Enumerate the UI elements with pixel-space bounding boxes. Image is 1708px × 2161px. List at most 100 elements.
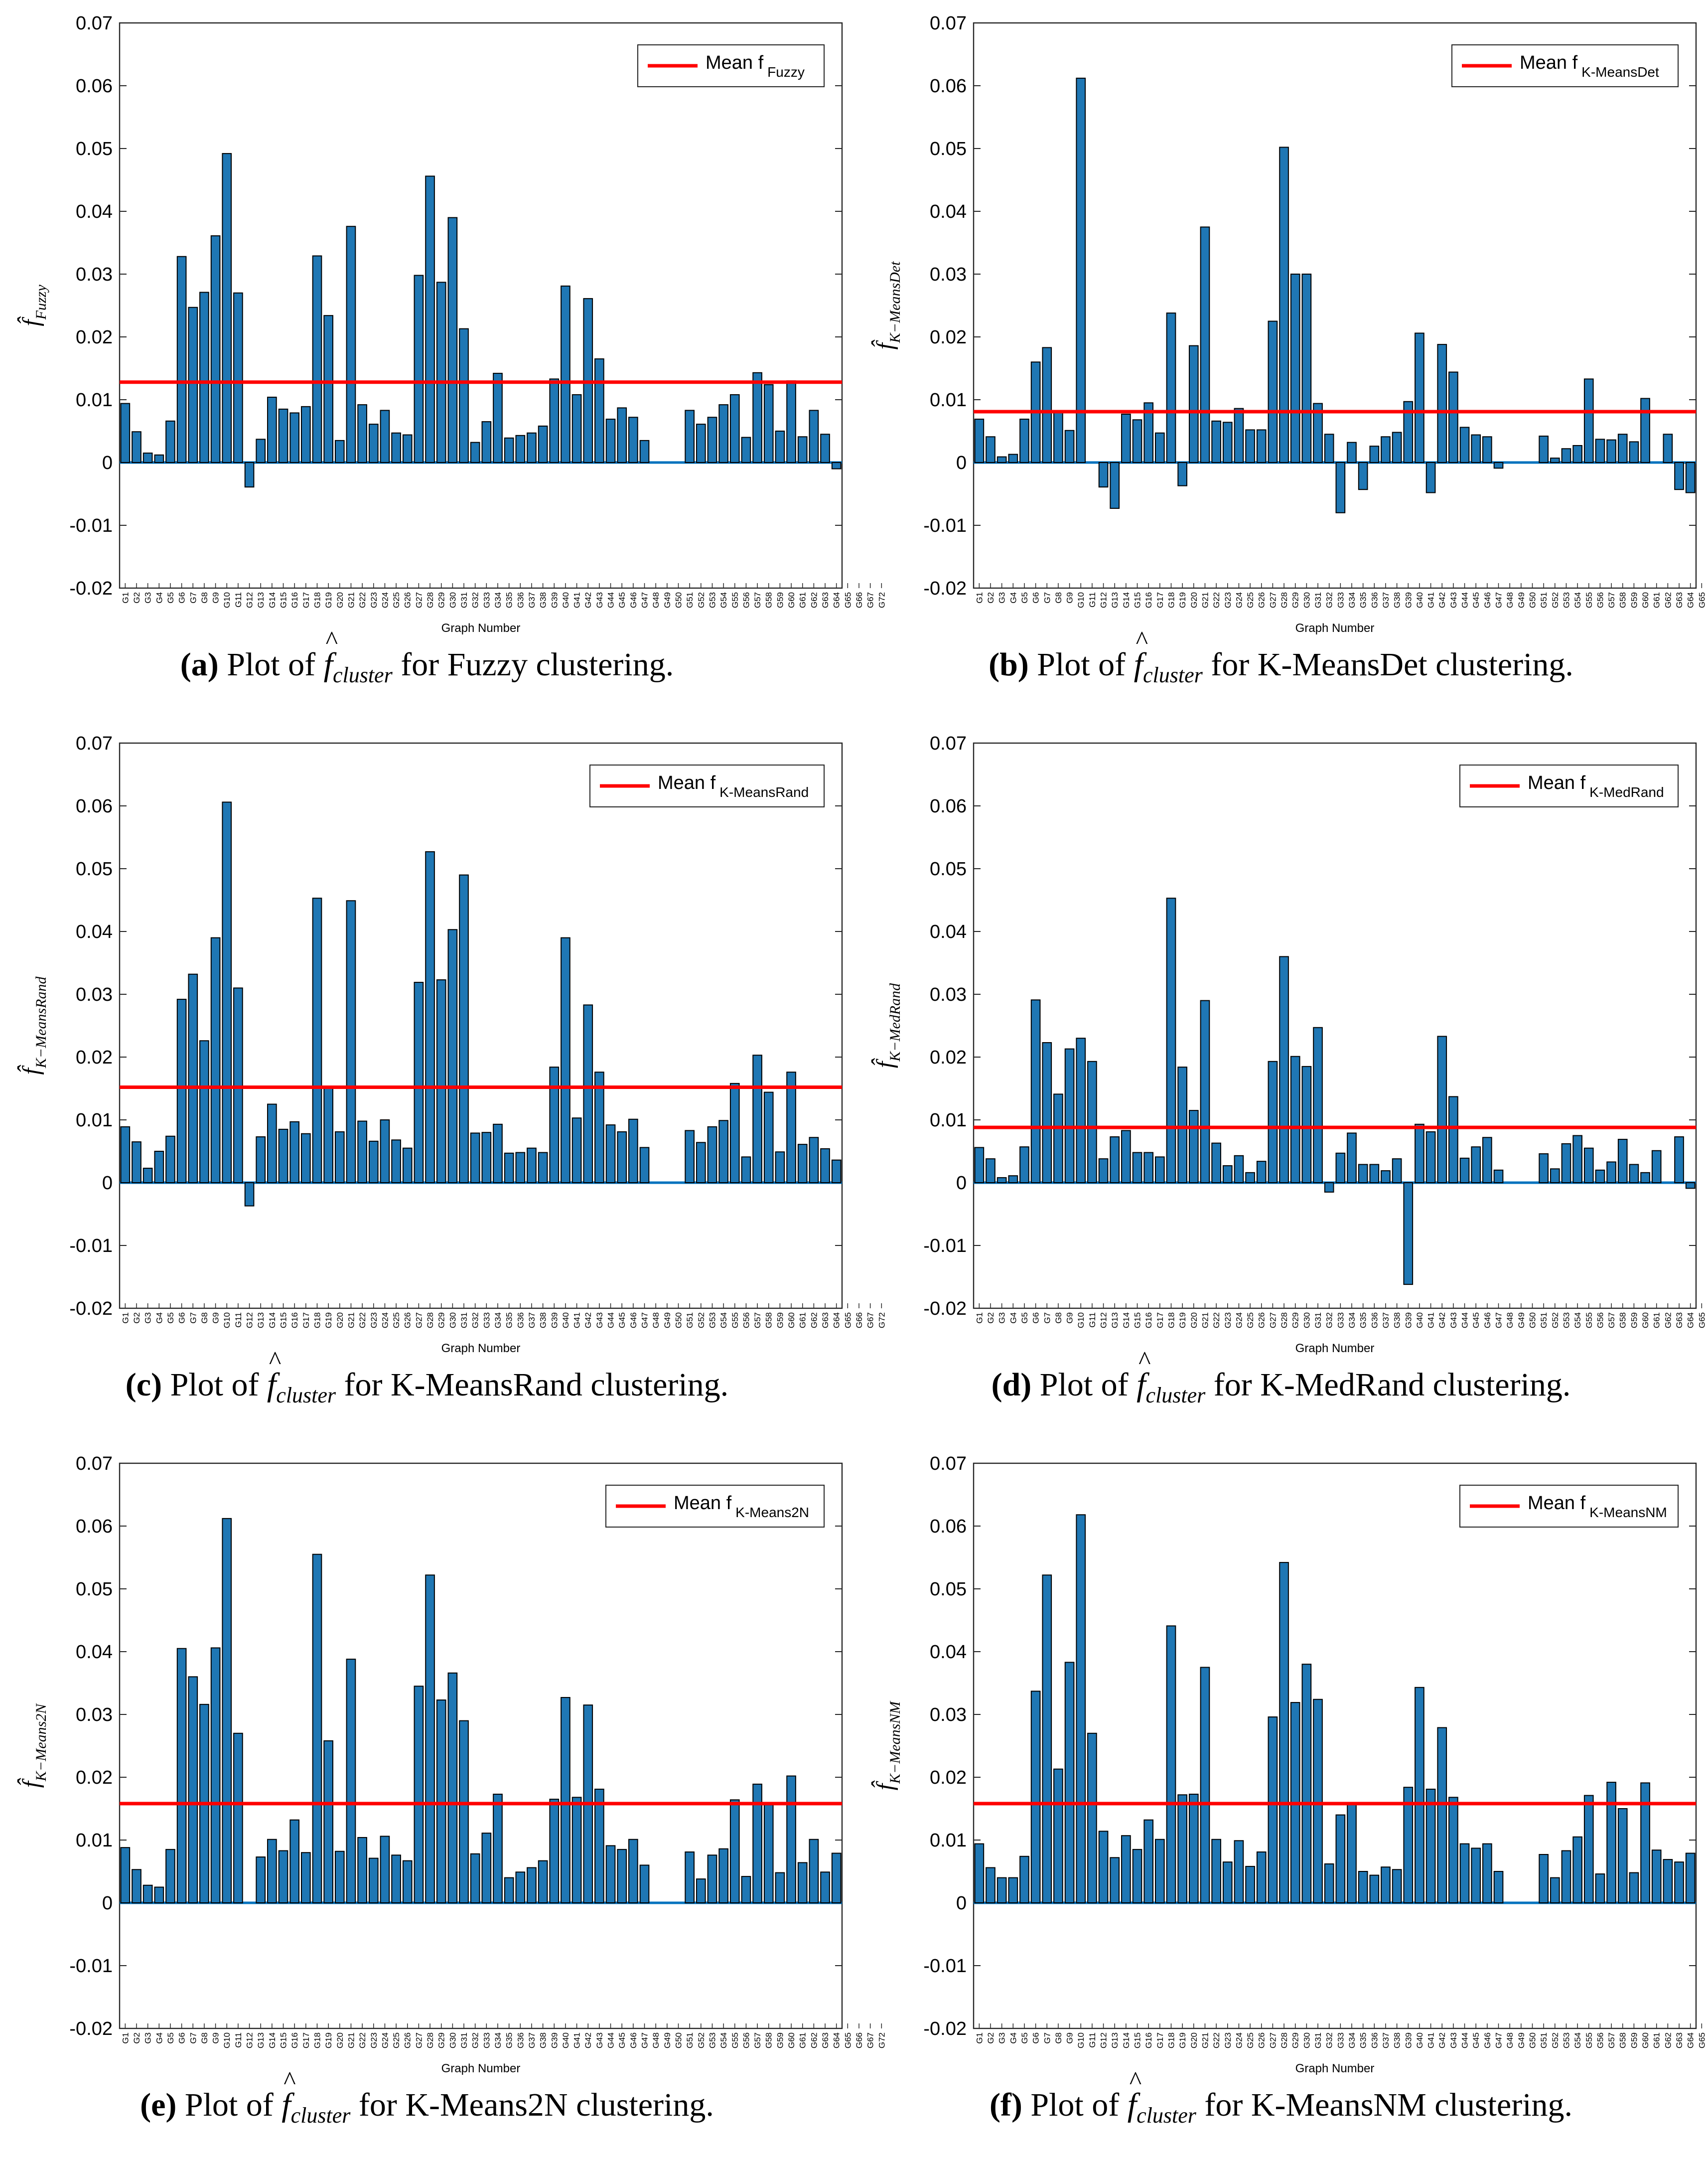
bar-g20 <box>334 1131 345 1183</box>
bar-g61 <box>1651 1150 1662 1183</box>
x-tick-label: G5 <box>1020 1312 1029 1324</box>
x-tick-label: G35 <box>1359 2032 1368 2048</box>
bar-g38 <box>1392 432 1402 463</box>
bar-g35 <box>504 1877 514 1903</box>
y-tick-label: -0.01 <box>69 515 113 536</box>
bar-g32 <box>1324 434 1334 463</box>
y-axis-label-sub: K−MedRand <box>887 983 903 1062</box>
bar-g5 <box>1019 419 1029 463</box>
x-tick-label: G41 <box>1426 2032 1436 2048</box>
chart-panel-fuzzy: 0.07 0.06 0.05 0.04 0.03 0.02 0.01 0 -0.01 -0.02 G… <box>0 0 886 720</box>
x-tick-label: G24 <box>380 1312 390 1328</box>
y-axis-label: f̂K−MeansDet <box>870 261 903 350</box>
bar-g22 <box>357 1120 367 1184</box>
bar-g62 <box>1663 434 1673 463</box>
x-tick-label: G52 <box>697 2032 706 2048</box>
bar-g31 <box>1313 403 1323 463</box>
bar-g24 <box>1234 1155 1244 1184</box>
x-tick-label: G5 <box>1020 2032 1029 2044</box>
x-tick-label: G2 <box>986 2032 996 2044</box>
caption-method: K-MeansRand <box>391 1367 582 1403</box>
x-tick-label: G59 <box>775 1312 785 1328</box>
bar-g57 <box>1606 1782 1616 1904</box>
caption-clustering: clustering. <box>1432 1367 1571 1403</box>
y-tick-label: 0.01 <box>930 1830 967 1851</box>
bar-g21 <box>346 900 356 1183</box>
bar-g14 <box>1121 1835 1131 1903</box>
bar-g12 <box>1098 1158 1109 1183</box>
x-tick-label: G12 <box>1099 2032 1109 2048</box>
x-tick-label: G12 <box>1099 1312 1109 1328</box>
x-tick-label: G3 <box>997 592 1007 604</box>
chart-k-meansnm: 0.07 0.06 0.05 0.04 0.03 0.02 0.01 0 -0.01 -0.02 G… <box>870 1453 1707 2075</box>
x-tick-label: G15 <box>279 592 288 608</box>
x-tick-label: G26 <box>403 1312 413 1328</box>
bar-g59 <box>775 431 785 463</box>
y-tick-label: 0.02 <box>76 1047 113 1068</box>
bar-g29 <box>436 1699 446 1904</box>
bar-g6 <box>1030 1691 1041 1903</box>
bar-g60 <box>1640 398 1650 463</box>
bar-g44 <box>1459 1157 1470 1183</box>
bar-g22 <box>357 1837 367 1904</box>
x-tick-label: G4 <box>1008 592 1018 604</box>
bar-g45 <box>617 1131 627 1183</box>
x-tick-label: G61 <box>1652 2032 1662 2048</box>
x-tick-label: G7 <box>1042 1312 1052 1324</box>
bar-g51 <box>1539 436 1549 463</box>
bar-g10 <box>1076 77 1086 463</box>
x-tick-label: G7 <box>188 592 198 604</box>
x-tick-label: G48 <box>651 2032 661 2048</box>
x-tick-label: G53 <box>708 1312 717 1328</box>
bar-g37 <box>527 1147 537 1184</box>
bar-g15 <box>1132 1849 1142 1904</box>
x-tick-label: G22 <box>1212 1312 1221 1328</box>
x-tick-label: G46 <box>1483 2032 1492 2048</box>
bar-g37 <box>1381 1170 1391 1183</box>
bar-g25 <box>1245 429 1255 463</box>
x-tick-label: G15 <box>1133 2032 1142 2048</box>
bar-g60 <box>786 1775 796 1903</box>
bar-g37 <box>527 1867 537 1903</box>
x-tick-label: G26 <box>403 2032 413 2048</box>
bar-g17 <box>1154 432 1165 463</box>
x-tick-label: G17 <box>301 1312 311 1328</box>
x-tick-label: G47 <box>640 2032 650 2048</box>
x-tick-label: G64 <box>1686 1312 1696 1328</box>
x-tick-label: G50 <box>1528 1312 1537 1328</box>
caption-for: for <box>1211 646 1250 683</box>
bar-g11 <box>233 1732 243 1903</box>
x-tick-label: G27 <box>414 592 424 608</box>
x-tick-label: G55 <box>1584 2032 1594 2048</box>
x-tick-label: G43 <box>595 1312 604 1328</box>
y-tick-label: 0.04 <box>930 201 967 222</box>
bar-g54 <box>718 1848 728 1904</box>
bar-g41 <box>571 1797 582 1903</box>
x-tick-label: G43 <box>1449 2032 1458 2048</box>
x-tick-label: G21 <box>346 1312 356 1328</box>
caption-clustering: clustering. <box>1434 2087 1573 2123</box>
legend-label: Mean f K-MedRand <box>1528 772 1664 800</box>
x-tick-label: G20 <box>1189 1312 1199 1328</box>
chart-fuzzy: 0.07 0.06 0.05 0.04 0.03 0.02 0.01 0 -0.01 -0.02 G… <box>16 13 886 635</box>
bar-g51 <box>685 1130 695 1183</box>
x-axis-label: Graph Number <box>441 2062 521 2075</box>
x-tick-label: G51 <box>1539 1312 1549 1328</box>
x-tick-label: G2 <box>986 592 996 604</box>
y-tick-label: 0.07 <box>76 733 113 754</box>
chart-panel-k-meansnm: 0.07 0.06 0.05 0.04 0.03 0.02 0.01 0 -0.01 -0.02 G… <box>854 1440 1708 2161</box>
x-tick-label: G15 <box>279 1312 288 1328</box>
bar-g4 <box>154 1886 164 1903</box>
y-tick-label: 0.07 <box>76 1453 113 1474</box>
caption: (c) Plot of fcluster for K-MeansRand clu… <box>0 1346 854 1408</box>
caption-clustering: clustering. <box>590 1367 729 1403</box>
bar-g6 <box>176 1648 187 1903</box>
bar-g37 <box>527 432 537 463</box>
bar-g18 <box>312 1553 322 1903</box>
bar-g7 <box>1042 347 1052 463</box>
x-tick-label: G22 <box>358 592 367 608</box>
bar-g32 <box>1324 1182 1334 1193</box>
bar-g17 <box>300 406 311 463</box>
bar-g16 <box>1143 1152 1154 1184</box>
caption-letter: (c) <box>125 1367 162 1403</box>
